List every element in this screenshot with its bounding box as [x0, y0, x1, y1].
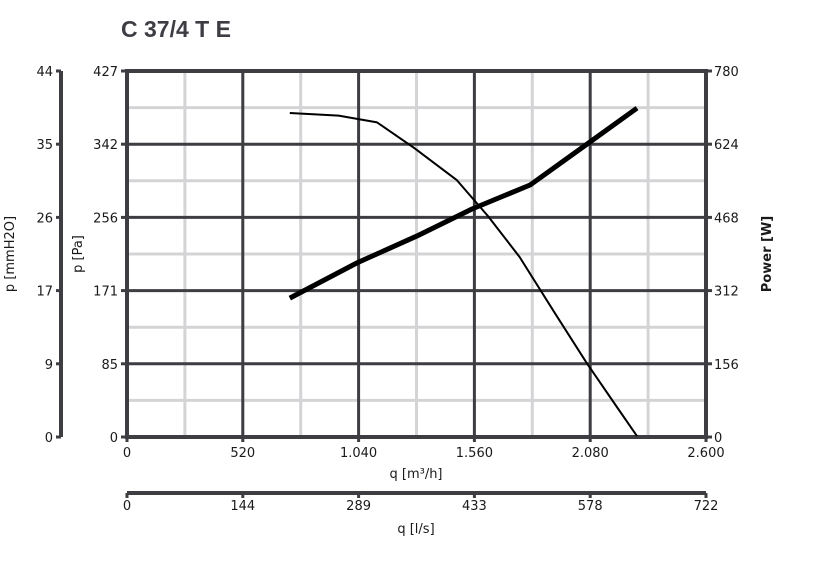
grid-minor	[127, 71, 706, 437]
mmh2o-tick-label: 26	[36, 211, 53, 226]
x2-axis-label: q [l/s]	[397, 522, 434, 537]
power-tick-label: 780	[714, 65, 739, 80]
ls-tick-label: 144	[230, 499, 255, 514]
axes	[56, 69, 712, 498]
pressure-curve	[289, 112, 638, 437]
pa-tick-label: 427	[93, 65, 118, 80]
m3h-tick-label: 2.600	[687, 446, 724, 461]
mmh2o-tick-label: 44	[36, 65, 53, 80]
pa-tick-label: 0	[110, 431, 118, 446]
m3h-tick-label: 520	[230, 446, 255, 461]
mmh2o-axis-label: p [mmH2O]	[3, 216, 18, 292]
ls-tick-label: 578	[578, 499, 603, 514]
m3h-tick-label: 2.080	[572, 446, 609, 461]
mmh2o-tick-label: 35	[36, 138, 53, 153]
ls-tick-label: 433	[462, 499, 487, 514]
power-tick-label: 312	[714, 285, 739, 300]
power-tick-label: 0	[714, 431, 722, 446]
power-tick-label: 156	[714, 358, 739, 373]
pa-tick-label: 342	[93, 138, 118, 153]
mmh2o-tick-label: 0	[45, 431, 53, 446]
m3h-tick-label: 1.560	[456, 446, 493, 461]
plot-frame	[125, 69, 708, 439]
ls-tick-label: 722	[694, 499, 719, 514]
m3h-tick-label: 0	[123, 446, 131, 461]
tick-labels: 44 35 26 17 9 0 427 342 256 171 85 0 780 624 468 312 156…	[3, 65, 775, 537]
pa-tick-label: 85	[101, 358, 118, 373]
pa-tick-label: 171	[93, 285, 118, 300]
grid-major	[127, 71, 706, 437]
mmh2o-tick-label: 17	[36, 285, 53, 300]
pa-tick-label: 256	[93, 211, 118, 226]
power-axis-label: Power [W]	[760, 216, 775, 292]
mmh2o-tick-label: 9	[45, 358, 53, 373]
x-axis-label: q [m³/h]	[389, 467, 442, 482]
chart-title: C 37/4 T E	[121, 16, 231, 42]
power-tick-label: 624	[714, 138, 739, 153]
curves	[288, 106, 639, 437]
power-tick-label: 468	[714, 211, 739, 226]
pa-axis-label: p [Pa]	[71, 235, 86, 273]
power-curve	[288, 106, 639, 301]
ls-tick-label: 289	[346, 499, 371, 514]
m3h-tick-label: 1.040	[340, 446, 377, 461]
ls-tick-label: 0	[123, 499, 131, 514]
